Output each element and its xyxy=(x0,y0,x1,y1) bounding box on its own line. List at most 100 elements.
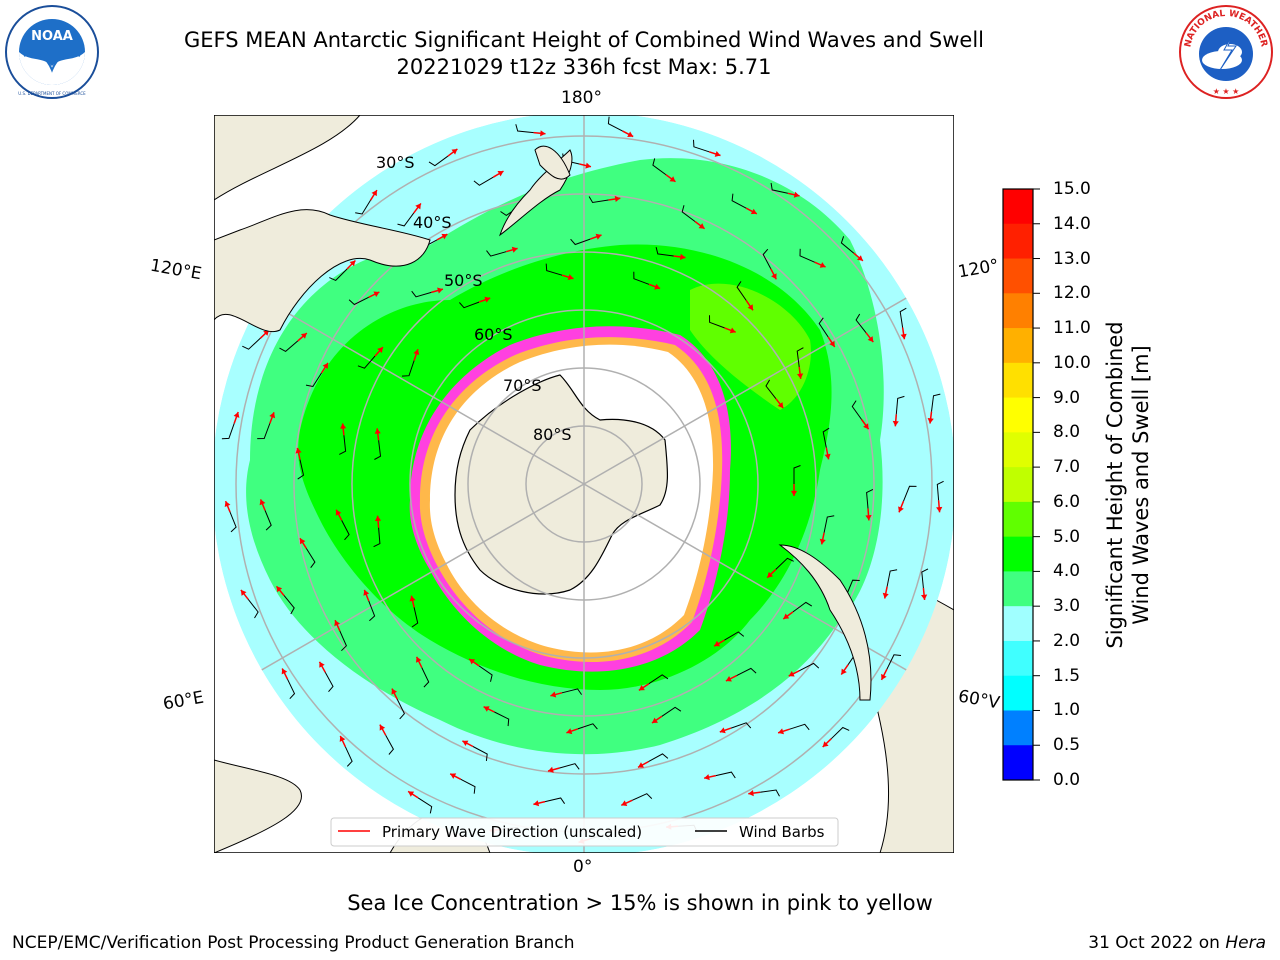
wind-barb xyxy=(344,746,353,767)
wind-barb xyxy=(709,315,725,329)
wave-arrowhead xyxy=(548,766,554,773)
footer-date-text: 31 Oct 2022 on xyxy=(1088,933,1220,953)
wave-arrowhead xyxy=(747,304,753,311)
wind-barb xyxy=(799,248,815,263)
wind-barb xyxy=(324,672,334,693)
wave-arrowhead xyxy=(822,741,829,747)
wind-barb xyxy=(417,797,433,814)
wind-barb xyxy=(305,548,316,569)
wind-barb xyxy=(348,296,369,306)
colorbar-segment xyxy=(1003,710,1033,746)
wave-arrowhead xyxy=(371,190,377,197)
wind-barb xyxy=(830,726,850,740)
wave-arrowhead xyxy=(892,420,899,427)
wave-arrowhead xyxy=(669,176,676,182)
wind-barb xyxy=(242,337,261,350)
lat-label-70s: 70°S xyxy=(503,376,542,395)
wave-arrowhead xyxy=(374,515,382,522)
wave-arrowhead xyxy=(224,501,231,507)
colorbar-segment xyxy=(1003,745,1033,781)
wind-barb xyxy=(397,212,415,227)
wave-arrowhead xyxy=(484,296,491,303)
wind-barb xyxy=(631,793,653,801)
wave-arrowhead xyxy=(882,592,889,599)
wave-arrowhead xyxy=(450,773,457,779)
wind-barb xyxy=(731,193,747,209)
wave-arrowhead xyxy=(797,373,804,379)
footer-credit: NCEP/EMC/Verification Post Processing Pr… xyxy=(12,933,575,953)
wind-barb xyxy=(396,699,405,720)
colorbar-tick-label: 4.0 xyxy=(1053,561,1081,582)
wind-barb xyxy=(515,124,534,134)
wind-barb xyxy=(730,722,752,729)
lat-label-50s: 50°S xyxy=(444,271,483,290)
wind-barb xyxy=(341,520,350,541)
wave-arrowhead xyxy=(719,727,726,734)
wave-arrowhead xyxy=(339,735,346,742)
wind-barb xyxy=(473,176,494,186)
wind-barb xyxy=(472,746,488,761)
colorbar-tick-label: 10.0 xyxy=(1053,352,1091,373)
wind-barb xyxy=(368,600,376,622)
wave-arrowhead xyxy=(729,327,736,334)
wave-arrowhead xyxy=(881,673,887,680)
sea-ice-note: Sea Ice Concentration > 15% is shown in … xyxy=(347,891,933,915)
wave-arrowhead xyxy=(300,333,307,339)
wave-arrowhead xyxy=(857,255,863,261)
wind-barb xyxy=(736,667,757,677)
wave-arrowhead xyxy=(936,506,943,513)
colorbar-segment xyxy=(1003,501,1033,538)
wave-arrowhead xyxy=(259,499,266,506)
wave-arrowhead xyxy=(416,656,422,663)
wave-arrowhead xyxy=(340,423,347,429)
wind-barb xyxy=(921,568,929,589)
wind-barb xyxy=(373,527,381,548)
svg-text:U.S. DEPARTMENT OF COMMERCE: U.S. DEPARTMENT OF COMMERCE xyxy=(18,91,86,96)
wind-barb xyxy=(428,155,449,167)
wind-barb xyxy=(799,662,820,672)
wind-barb xyxy=(765,379,777,399)
wave-arrowhead xyxy=(263,330,269,336)
map-title: GEFS MEAN Antarctic Significant Height o… xyxy=(183,28,985,52)
colorbar-tick-label: 1.0 xyxy=(1053,700,1081,721)
wind-barb xyxy=(229,512,237,533)
wind-barb xyxy=(283,595,295,615)
colorbar-segment xyxy=(1003,467,1033,503)
wind-barb xyxy=(459,301,480,309)
wind-barb xyxy=(931,393,941,412)
wave-arrowhead xyxy=(281,668,288,675)
wind-barb xyxy=(297,459,305,480)
colorbar-label-line2: Wind Waves and Swell [m] xyxy=(1129,345,1153,625)
wind-barb xyxy=(411,607,419,628)
wind-barb xyxy=(899,307,907,328)
wind-barb xyxy=(374,440,382,460)
wind-barb xyxy=(936,480,944,501)
wind-barb xyxy=(460,778,476,794)
wind-barb xyxy=(724,631,745,641)
wave-arrowhead xyxy=(441,233,448,240)
footer-host: Hera xyxy=(1225,933,1266,953)
wave-arrowhead xyxy=(767,571,773,578)
colorbar-segment xyxy=(1003,328,1033,364)
wind-barb xyxy=(661,706,682,717)
wind-barb xyxy=(339,435,347,455)
wave-arrowhead xyxy=(550,691,557,698)
colorbar-tick-label: 13.0 xyxy=(1053,248,1091,269)
wave-arrowhead xyxy=(824,453,831,460)
wave-arrowhead xyxy=(927,418,934,424)
wave-arrowhead xyxy=(627,131,634,137)
wave-arrowhead xyxy=(409,595,416,602)
wind-barb xyxy=(770,182,788,194)
colorbar-segment xyxy=(1003,189,1033,225)
wind-barb xyxy=(681,205,696,222)
wave-arrowhead xyxy=(793,191,800,198)
colorbar-tick-label: 7.0 xyxy=(1053,457,1081,478)
wave-arrowhead xyxy=(300,538,306,545)
wind-barb xyxy=(762,248,772,269)
wave-arrowhead xyxy=(322,362,328,369)
wave-arrowhead xyxy=(621,800,628,806)
wind-barb xyxy=(886,654,902,670)
wave-arrowhead xyxy=(335,509,342,516)
wind-barb xyxy=(648,753,669,763)
